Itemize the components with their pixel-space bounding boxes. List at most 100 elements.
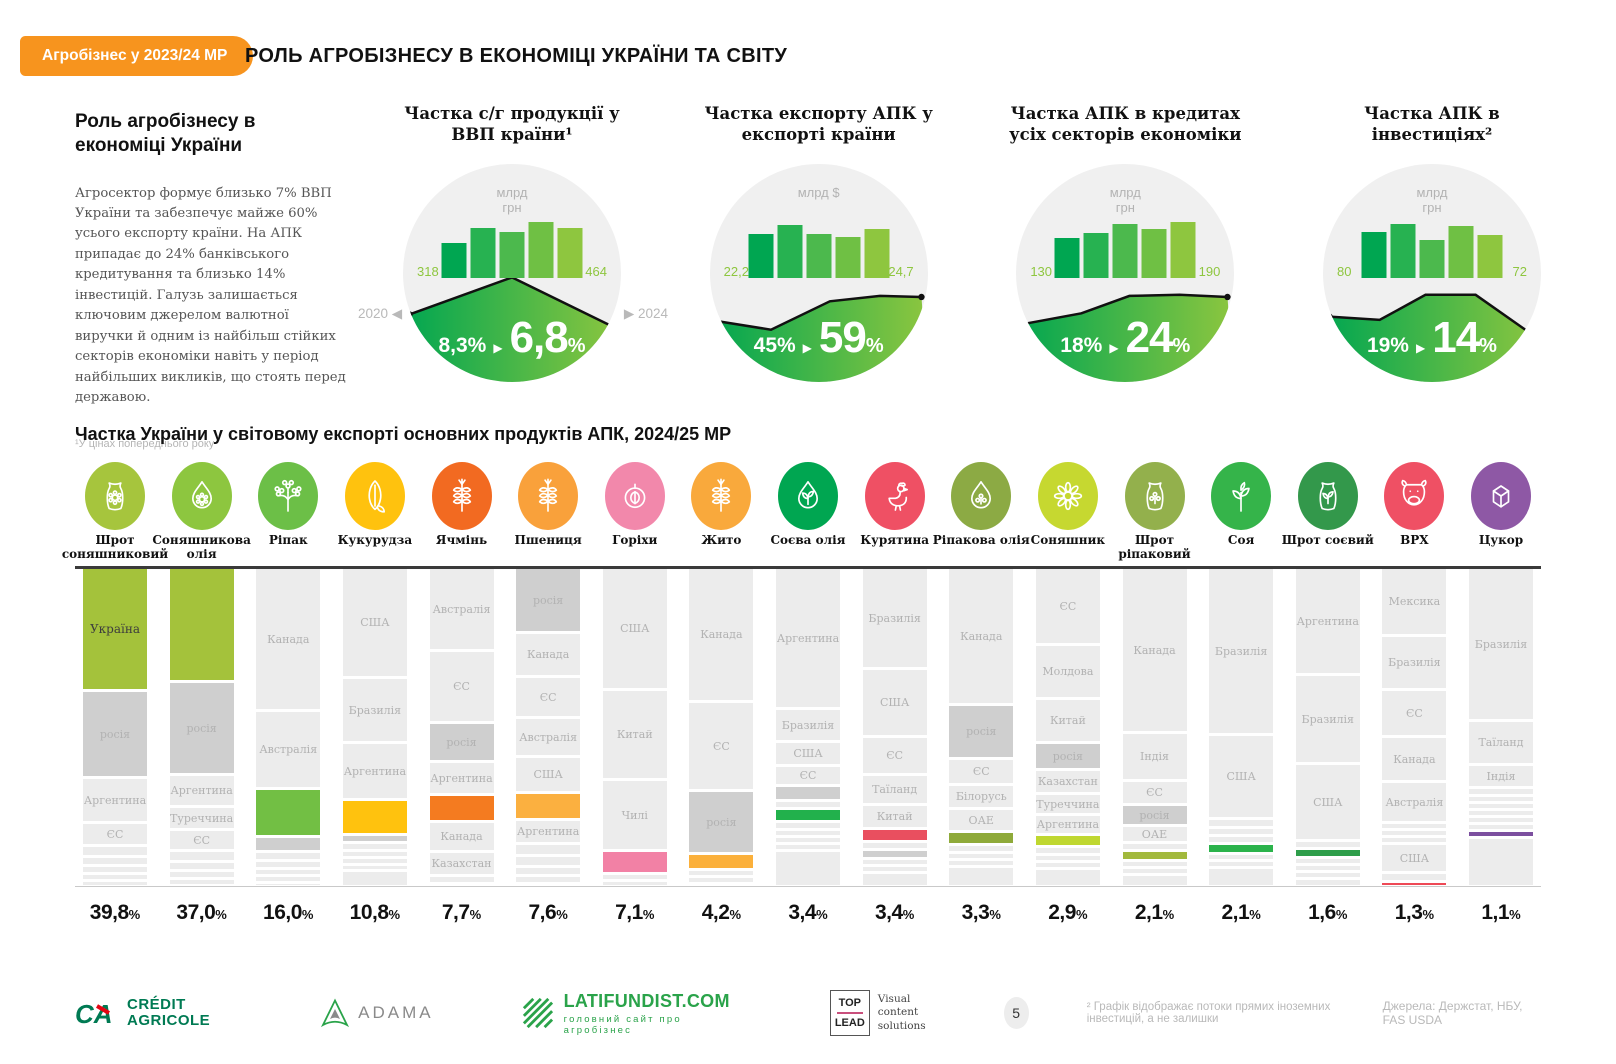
bar-segment <box>1035 856 1100 860</box>
bar-segment: Аргентина <box>776 569 840 707</box>
chicken-icon <box>864 462 925 530</box>
share-to: 24 <box>1125 313 1174 362</box>
bar-segment <box>776 852 840 885</box>
product-column: Жито Канада ЄС росія 4,2% <box>681 462 761 925</box>
ukraine-segment <box>429 796 494 820</box>
season-badge: Агробізнес у 2023/24 МР <box>20 36 254 76</box>
first-value-label: 318 <box>417 264 439 279</box>
arrow-icon: ▶ <box>802 341 812 355</box>
bar-segment <box>776 838 840 842</box>
bar-segment <box>1469 811 1533 815</box>
bar-segment <box>602 882 667 885</box>
bar-segment <box>1469 825 1533 829</box>
ukraine-segment <box>169 569 234 680</box>
product-label: Ячмінь <box>435 533 488 547</box>
ukraine-share-value: 2,9% <box>1048 901 1088 924</box>
gauge-circle: млрд грн 130 190 18% ▶ 24% <box>1016 164 1235 382</box>
gauge-title: Частка експорту АПК у експорті країни <box>704 104 933 144</box>
bar-segment <box>1382 824 1447 828</box>
bar-segment: США <box>1295 765 1360 839</box>
bar-segment <box>83 867 147 872</box>
mini-bar <box>777 225 803 278</box>
country-label: США <box>360 616 390 629</box>
gauge-circle: млрд $ 22,2 24,7 45% ▶ 59% <box>709 164 928 382</box>
bar-segment <box>1122 876 1187 885</box>
bar-segment: США <box>776 743 840 764</box>
country-label: Австралія <box>432 602 491 616</box>
first-value-label: 22,2 <box>723 264 749 279</box>
stacked-bar: росія Канада ЄС Австралія США Аргентина <box>516 569 581 885</box>
bar-segment: Аргентина <box>1295 569 1360 673</box>
stacked-bar: Канада ЄС росія <box>689 569 754 885</box>
ukraine-segment <box>1295 850 1360 856</box>
mini-bar <box>499 232 525 278</box>
adama-icon <box>321 998 350 1028</box>
last-value-label: 464 <box>585 264 607 279</box>
country-label: Бразилія <box>1388 656 1441 669</box>
product-column: Шрот соняшниковий Україна росія Аргентина ЄС… <box>62 462 168 925</box>
droplet-leaf-icon <box>778 462 838 530</box>
country-label: Бразилія <box>1301 712 1354 726</box>
bar-segment: Канада <box>1382 738 1447 780</box>
ukraine-share-value: 1,3% <box>1394 901 1434 924</box>
ukraine-share-value: 1,1% <box>1481 901 1521 924</box>
gauge-circle: млрд грн 318 464 8,3% ▶ 6,8% <box>403 164 621 382</box>
mini-bar <box>441 243 467 278</box>
country-label: ЄС <box>972 765 990 778</box>
bar-segment <box>1035 870 1100 885</box>
arrow-icon: ▶ <box>1109 341 1119 355</box>
bar-segment <box>256 838 321 850</box>
bar-segment: Австралія <box>429 569 494 649</box>
country-label: ОАЕ <box>1141 827 1168 841</box>
bar-segment: ЄС <box>169 831 234 849</box>
product-label: Соя <box>1227 533 1255 547</box>
bar-segment <box>1035 848 1100 853</box>
arrow-icon: ▶ <box>1415 341 1426 355</box>
bar-segment: Канада <box>516 634 581 675</box>
country-label: Мексика <box>1388 595 1441 608</box>
mini-bar-chart <box>441 220 583 278</box>
bar-segment: росія <box>949 706 1014 757</box>
unit-label: млрд грн <box>1109 185 1141 215</box>
mini-bar <box>1083 233 1109 278</box>
stacked-bar: Аргентина Бразилія США <box>1295 569 1360 885</box>
country-label: Бразилія <box>1214 644 1268 658</box>
gauge-title: Частка с/г продукції у ВВП країни¹ <box>404 104 620 144</box>
arrow-icon: ▶ <box>493 341 503 355</box>
share-to: 6,8 <box>509 313 569 362</box>
ukraine-segment <box>689 855 754 868</box>
ukraine-share-value: 3,4% <box>874 901 915 924</box>
bar-segment <box>1469 789 1533 794</box>
product-label: Курятина <box>860 533 929 547</box>
country-label: Чилі <box>621 808 648 822</box>
bar-segment: ЄС <box>776 767 840 784</box>
bar-segment <box>949 854 1014 858</box>
mini-bar <box>748 234 774 278</box>
bar-segment: Аргентина <box>1035 816 1100 833</box>
bar-segment <box>1122 862 1187 866</box>
ukraine-share-value: 39,8% <box>89 901 141 924</box>
ukraine-share-value: 2,1% <box>1221 901 1261 924</box>
country-label: ЄС <box>886 749 904 762</box>
country-label: ЄС <box>799 769 817 782</box>
country-label: Аргентина <box>83 793 147 807</box>
gauge-chart: Частка АПК в інвестиціях² млрд грн 80 72 19%… <box>1292 104 1572 398</box>
bar-segment: ЄС <box>862 738 927 773</box>
ukraine-share-value: 16,0% <box>263 901 314 924</box>
product-column: Цукор Бразилія Таїланд Індія 1,1% <box>1461 462 1541 925</box>
mini-bar <box>806 234 832 278</box>
country-label: ОАЕ <box>968 813 994 827</box>
last-value-label: 24,7 <box>888 264 914 279</box>
product-column: Соєва олія Аргентина Бразилія США ЄС 3,4% <box>768 462 848 925</box>
page-number: 5 <box>1003 997 1029 1029</box>
bar-segment <box>776 831 840 835</box>
bar-segment: Китай <box>862 806 927 827</box>
country-label: Таїланд <box>1478 736 1524 749</box>
bar-segment: Канада <box>689 569 754 700</box>
bar-segment <box>169 880 234 884</box>
country-label: ЄС <box>1146 786 1163 799</box>
bar-segment <box>256 884 321 885</box>
bar-segment <box>1295 880 1360 885</box>
latifundist-logo: LATIFUNDIST.COM головний сайт про агробі… <box>522 991 734 1036</box>
bar-segment: Молдова <box>1035 646 1100 697</box>
